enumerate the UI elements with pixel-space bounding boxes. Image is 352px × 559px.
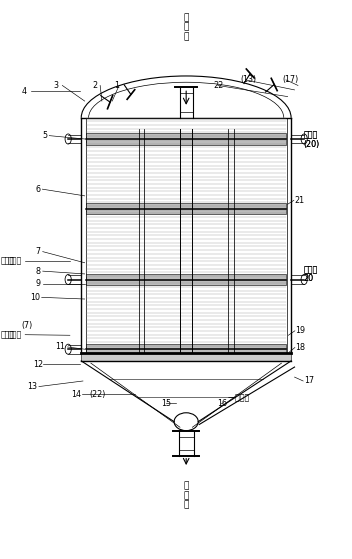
Text: 14: 14 [71,390,81,399]
Text: 20: 20 [304,274,314,283]
Bar [86,344,286,355]
Bar [81,353,291,361]
Text: (20): (20) [304,140,320,149]
Text: 冷却水: 冷却水 [304,130,318,139]
Text: 放
酸
口: 放 酸 口 [183,481,189,510]
Text: 6: 6 [36,184,41,193]
Text: 10: 10 [31,293,40,302]
Text: 1: 1 [114,81,119,90]
Text: 冷却水: 冷却水 [8,330,22,339]
Text: (7): (7) [21,321,33,330]
Bar [86,274,286,285]
Text: 11: 11 [56,343,65,352]
Text: 20: 20 [304,274,314,283]
Bar [86,134,286,145]
Text: 13: 13 [27,382,37,391]
Text: 4: 4 [22,87,27,96]
Text: 22: 22 [213,81,223,90]
Text: 冷却水: 冷却水 [1,330,15,339]
Text: 9: 9 [36,280,41,288]
Text: 17: 17 [304,376,314,386]
Text: —合成气: —合成气 [227,394,250,403]
Text: 2: 2 [93,81,98,90]
Text: 15: 15 [162,399,171,408]
Text: 5: 5 [43,131,48,140]
Text: 19: 19 [296,326,306,335]
Text: 原
料
气: 原 料 气 [183,13,189,41]
Text: (22): (22) [89,390,106,399]
Ellipse shape [174,413,198,430]
Text: 冷冷水: 冷冷水 [304,265,318,274]
Text: 8: 8 [36,267,41,276]
Text: 3: 3 [53,81,58,90]
Text: 12: 12 [33,360,43,369]
Text: 冷却水: 冷却水 [8,256,22,265]
Bar [86,203,286,214]
Text: 16: 16 [217,399,227,408]
Text: (17): (17) [283,75,299,84]
Text: 21: 21 [295,196,305,205]
Text: 冷却水: 冷却水 [304,265,318,274]
Text: (13): (13) [240,75,257,84]
Text: 7: 7 [36,247,41,256]
Text: 18: 18 [296,343,306,352]
Text: (20): (20) [304,140,320,149]
Text: 冷却水: 冷却水 [304,130,318,139]
Text: 冷却水: 冷却水 [1,256,15,265]
